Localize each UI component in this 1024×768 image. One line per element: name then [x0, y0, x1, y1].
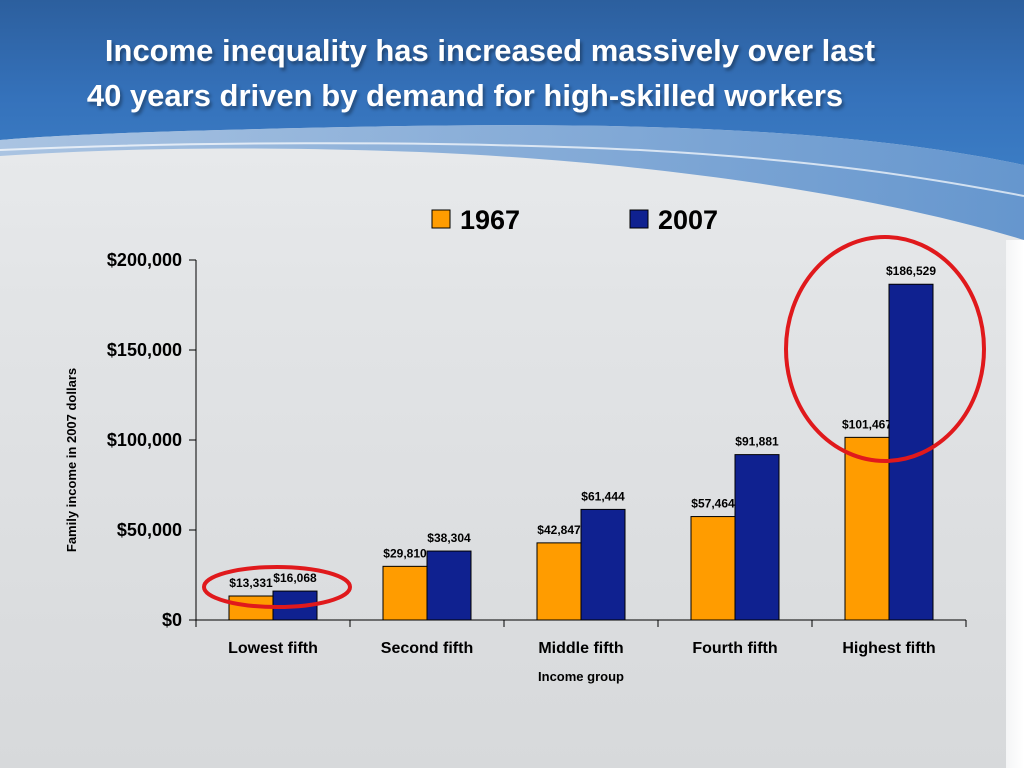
header-band: [0, 0, 1024, 240]
category-label: Middle fifth: [538, 640, 623, 657]
bar-2007-1: [426, 550, 472, 621]
x-axis-title: Income group: [538, 669, 624, 684]
highlight-circle-lowest: [202, 565, 352, 609]
data-label-1967: $101,467: [842, 417, 892, 431]
y-tick-label: $50,000: [117, 520, 182, 540]
right-edge-strip: [1006, 240, 1024, 768]
legend-swatch-2007: [629, 209, 649, 229]
bar-1967-2: [536, 542, 582, 621]
legend-label-1967: 1967: [460, 205, 520, 235]
bar-2007-2: [580, 508, 626, 621]
data-label-2007: $186,529: [886, 264, 936, 278]
legend-label-2007: 2007: [658, 205, 718, 235]
data-label-1967: $42,847: [537, 523, 581, 537]
y-tick-label: $0: [162, 610, 182, 630]
data-label-2007: $61,444: [581, 489, 625, 503]
bar-2007-3: [734, 454, 780, 621]
y-tick-label: $150,000: [107, 340, 182, 360]
bar-1967-1: [382, 565, 428, 621]
y-tick-label: $200,000: [107, 250, 182, 270]
category-label: Second fifth: [381, 640, 473, 657]
category-label: Lowest fifth: [228, 640, 318, 657]
y-tick-label: $100,000: [107, 430, 182, 450]
category-label: Highest fifth: [842, 640, 935, 657]
data-label-2007: $38,304: [427, 531, 471, 545]
bar-1967-4: [844, 436, 890, 621]
data-label-1967: $57,464: [691, 497, 735, 511]
page-title: Income inequality has increased massivel…: [40, 28, 940, 118]
legend-swatch-1967: [431, 209, 451, 229]
category-label: Fourth fifth: [692, 640, 777, 657]
bar-1967-3: [690, 516, 736, 621]
title-line-2: 40 years driven by demand for high-skill…: [86, 78, 844, 113]
title-line-1: Income inequality has increased massivel…: [104, 33, 876, 68]
highlight-circle-highest: [784, 235, 986, 463]
data-label-1967: $29,810: [383, 546, 427, 560]
y-axis-title: Family income in 2007 dollars: [64, 368, 79, 552]
data-label-2007: $16,068: [273, 571, 317, 585]
data-label-1967: $13,331: [229, 576, 273, 590]
data-label-2007: $91,881: [735, 435, 779, 449]
